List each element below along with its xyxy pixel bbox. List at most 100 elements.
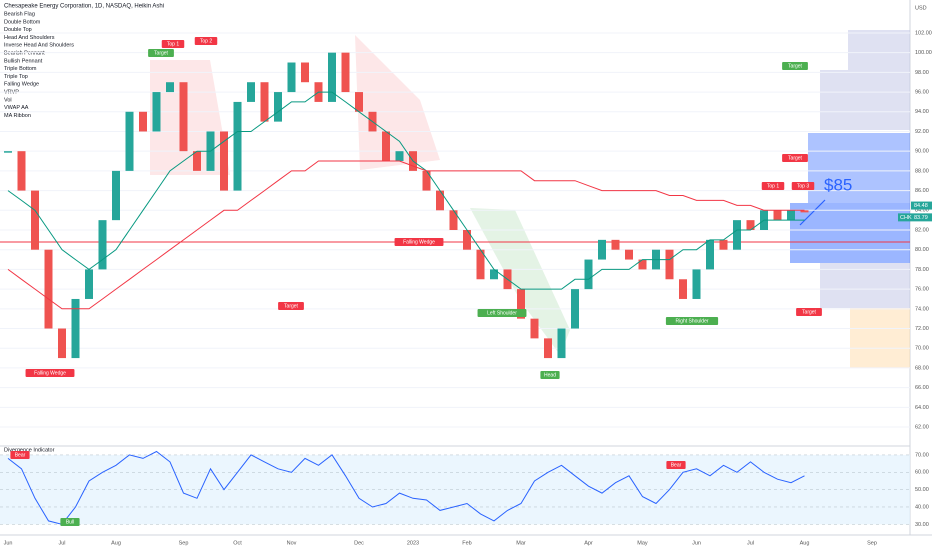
x-tick-label: Jun [4,540,13,546]
y-tick-label: 92.00 [915,129,929,135]
candle [71,298,80,359]
y-tick-label: 64.00 [915,405,929,411]
annotation: Head [544,372,556,378]
candle [800,210,809,213]
annotation: Falling Wedge [403,239,435,245]
profile-bar [808,133,910,203]
candle [287,62,296,93]
candle [544,338,552,359]
indicator-name: Double Bottom [4,19,41,25]
annotation: Target [802,309,817,315]
indicator-name: Bearish Flag [4,11,35,17]
indicator-name: Inverse Head And Shoulders [4,43,74,49]
candle [733,220,741,250]
indicator-name: Triple Bottom [4,66,37,72]
x-tick-label: Aug [800,540,810,546]
candle [746,220,755,230]
volume-profile [790,30,910,368]
x-tick-label: Feb [462,540,471,546]
annotation-box [278,302,304,310]
profile-bar [820,263,910,308]
candle [395,151,404,162]
x-tick-label: Sep [867,540,877,546]
y-tick-label: 90.00 [915,149,929,155]
x-tick-label: Apr [584,540,593,546]
annotation: Right Shoulder [675,318,708,324]
candle [31,190,39,250]
candle [476,249,485,280]
candle [328,52,336,102]
indicator-name: VWAP AA [4,105,29,111]
price-tag-label: 83.79 [914,215,928,221]
x-tick-label: Jul [747,540,754,546]
y-tick-label: 80.00 [915,247,929,253]
candle [274,92,282,122]
x-tick-label: 2023 [407,540,419,546]
y-tick-label: 82.00 [915,227,929,233]
indicator-name: Head And Shoulders [4,35,55,41]
y-tick-label: 40.00 [915,504,929,510]
candle [17,151,26,191]
candle [422,170,431,191]
candle [98,220,107,270]
x-tick-label: Jun [692,540,701,546]
annotation: Target [788,155,803,161]
candle [463,230,471,250]
y-tick-label: 98.00 [915,70,929,76]
target-arrow [799,199,826,226]
candle [341,52,350,93]
candle [530,318,539,339]
y-tick-label: 76.00 [915,287,929,293]
x-tick-label: Nov [287,540,297,546]
candle [112,170,120,221]
annotation-box [540,371,560,379]
candle [152,92,161,132]
candle [625,249,633,260]
y-tick-label: 30.00 [915,522,929,528]
y-tick-label: 66.00 [915,385,929,391]
y-tick-label: 78.00 [915,267,929,273]
y-tick-label: 62.00 [915,424,929,430]
y-tick-label: 72.00 [915,326,929,332]
y-tick-label: 50.00 [915,487,929,493]
candle [260,82,269,122]
candle [44,249,53,329]
pattern-shape [470,208,570,355]
candle [193,151,201,171]
candle [58,328,66,359]
indicator-name: Bullish Pennant [4,58,43,64]
annotation-box [60,518,80,526]
candle [233,101,242,191]
candle [665,249,674,280]
candle [382,131,390,162]
price-tag [898,213,932,222]
annotation: Target [788,63,803,69]
indicator-band [0,454,910,525]
indicator-title: Divergence Indicator [4,447,55,453]
indicator-name: Triple Top [4,74,28,80]
annotation-box [666,461,686,469]
candle [719,239,728,250]
profile-bar [790,203,910,263]
y-tick-label: 102.00 [915,30,932,36]
y-tick-label: 84.00 [915,208,929,214]
x-tick-label: Jul [58,540,65,546]
y-tick-label: 74.00 [915,306,929,312]
candle [598,239,606,260]
moving-average [7,160,805,310]
annotation-box [10,451,30,459]
symbol-label: CHK [900,215,912,221]
y-tick-label: 70.00 [915,452,929,458]
indicator-name: Bearish Pennant [4,50,45,56]
y-tick-label: 70.00 [915,346,929,352]
annotation-box [477,309,527,317]
y-tick-label: 94.00 [915,109,929,115]
chart-title: Chesapeake Energy Corporation, 1D, NASDA… [4,4,164,10]
y-tick-label: 86.00 [915,188,929,194]
candle [85,269,93,299]
y-tick-label: 88.00 [915,168,929,174]
profile-bar [850,308,910,368]
x-tick-label: Aug [111,540,121,546]
profile-bar [820,70,910,130]
